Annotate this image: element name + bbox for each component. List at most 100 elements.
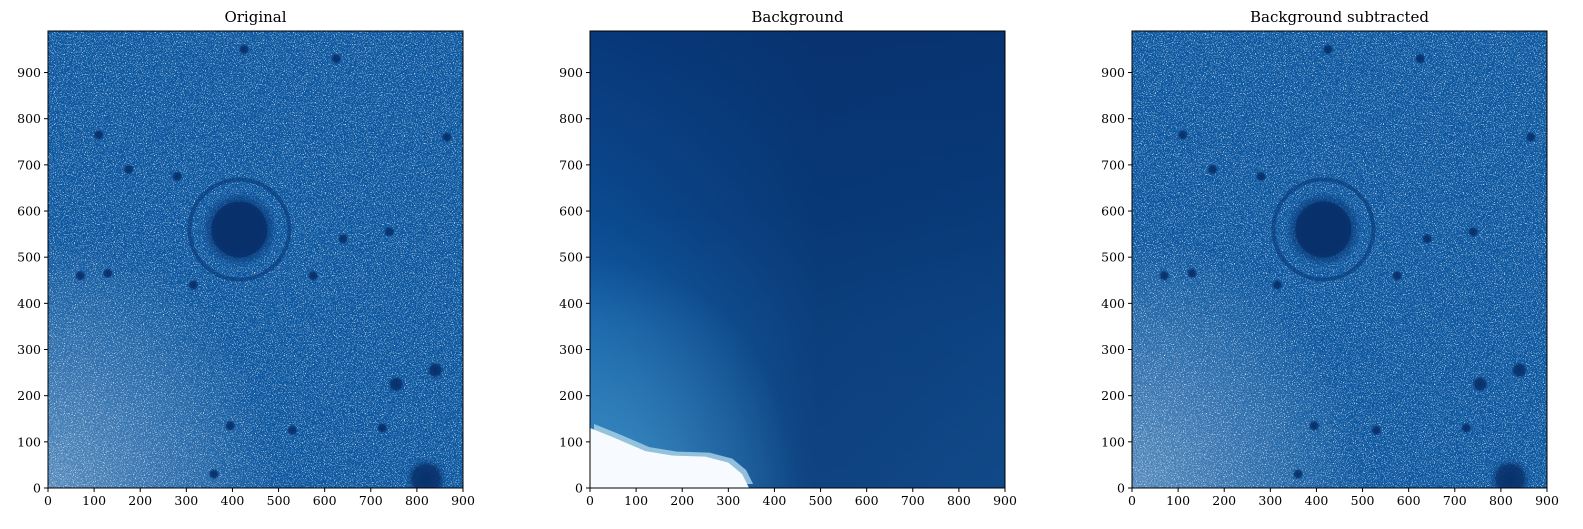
x-tick-label: 300 [716,493,740,508]
x-tick-label: 800 [1489,493,1513,508]
x-tick-label: 300 [1258,493,1282,508]
source [286,424,299,437]
source [1255,170,1268,183]
y-tick-label: 300 [559,342,583,357]
y-tick-label: 800 [17,111,41,126]
image-area [48,31,463,488]
x-tick-label: 700 [1443,493,1467,508]
y-tick-label: 900 [559,65,583,80]
y-tick-label: 200 [17,388,41,403]
galaxy-core [1295,201,1352,258]
x-tick-label: 900 [993,493,1017,508]
x-tick-label: 200 [128,493,152,508]
y-tick-label: 700 [1101,157,1125,172]
axes-frame [1131,30,1548,489]
source [1321,43,1334,56]
source [1391,269,1404,282]
source [1271,278,1284,291]
source [224,419,237,432]
source [1414,52,1427,65]
source [337,232,350,245]
x-tick-label: 600 [313,493,337,508]
source [383,225,396,238]
source [122,163,135,176]
y-tick-label: 300 [1101,342,1125,357]
galaxy-core [211,201,268,258]
chart-title: Background [751,8,844,26]
source [1467,225,1480,238]
x-tick-label: 0 [1128,493,1136,508]
y-tick-label: 600 [559,204,583,219]
source [1370,424,1383,437]
source [1292,468,1304,481]
x-tick-label: 800 [947,493,971,508]
y-tick-label: 100 [559,434,583,449]
x-tick-label: 700 [901,493,925,508]
image-area [590,31,1005,488]
source [307,269,320,282]
y-tick-label: 900 [17,65,41,80]
y-tick-label: 700 [559,157,583,172]
source [1185,267,1198,280]
y-tick-label: 200 [1101,388,1125,403]
x-tick-label: 900 [451,493,475,508]
x-tick-label: 400 [763,493,787,508]
x-tick-label: 300 [174,493,198,508]
x-tick-label: 200 [670,493,694,508]
source [101,267,114,280]
x-tick-label: 900 [1535,493,1559,508]
source [376,421,389,434]
source [1308,419,1321,432]
source [1421,232,1434,245]
x-tick-label: 100 [624,493,648,508]
x-tick-label: 100 [82,493,106,508]
source [1510,361,1529,380]
background-model-glow [590,31,1005,488]
galaxy-ring [1271,177,1376,282]
y-tick-label: 600 [1101,204,1125,219]
y-tick-label: 500 [559,250,583,265]
y-tick-label: 400 [1101,296,1125,311]
x-tick-label: 500 [809,493,833,508]
y-tick-label: 500 [17,250,41,265]
source [1158,269,1171,282]
y-tick-label: 0 [33,481,41,496]
source [187,278,200,291]
source [330,52,343,65]
x-tick-label: 100 [1166,493,1190,508]
source [387,375,406,394]
y-tick-label: 500 [1101,250,1125,265]
light-region [590,427,750,488]
x-tick-label: 500 [1351,493,1375,508]
y-tick-label: 100 [1101,434,1125,449]
x-tick-label: 500 [267,493,291,508]
source [1176,128,1189,141]
galaxy-ring [187,177,292,282]
y-tick-label: 200 [559,388,583,403]
panel-3: Background subtracted 0 100 200 300 400 500 600… [1101,8,1559,508]
y-tick-label: 900 [1101,65,1125,80]
y-tick-label: 0 [1117,481,1125,496]
source [1471,375,1490,394]
source [404,456,449,488]
chart-title: Original [224,8,286,26]
y-tick-label: 300 [17,342,41,357]
panel-1: Original 0 100 200 300 400 500 600 700 800 900 0 100… [17,8,475,508]
y-tick-label: 600 [17,204,41,219]
chart-title: Background subtracted [1250,8,1429,26]
source [1460,421,1473,434]
image-area [1132,31,1547,488]
y-tick-label: 400 [559,296,583,311]
source [1524,131,1537,144]
panel-2: Background 0 100 200 300 400 500 600 700 800 900 0 1… [559,8,1017,508]
source [1488,456,1533,488]
y-tick-label: 800 [559,111,583,126]
x-tick-label: 0 [44,493,52,508]
source [440,131,453,144]
source [426,361,445,380]
x-tick-label: 400 [221,493,245,508]
x-tick-label: 600 [855,493,879,508]
x-tick-label: 400 [1305,493,1329,508]
y-tick-label: 0 [575,481,583,496]
